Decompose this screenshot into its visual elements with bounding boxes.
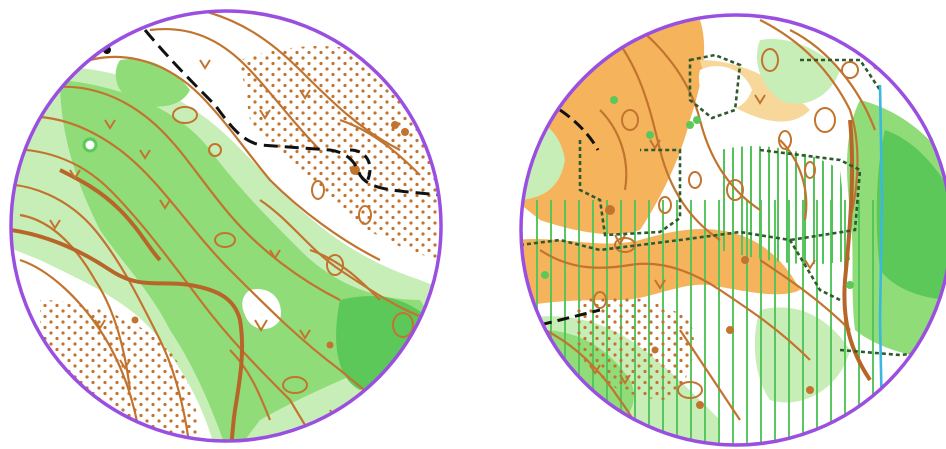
right-undergrowth-center xyxy=(720,146,850,265)
right-vegetation-east-dark xyxy=(876,130,946,300)
left-dot-knolls xyxy=(131,121,409,349)
right-green-point-features xyxy=(541,96,854,289)
left-green-vegetation-dark xyxy=(336,296,430,390)
left-knolls xyxy=(172,106,414,394)
right-stream xyxy=(878,84,884,421)
left-track xyxy=(143,29,441,197)
left-contour-lines xyxy=(11,11,431,441)
left-track-branch xyxy=(349,148,372,186)
left-map xyxy=(9,9,443,443)
left-green-patch-upper xyxy=(115,59,190,107)
right-track-north xyxy=(559,108,600,151)
right-track xyxy=(539,308,601,327)
left-spring-icon xyxy=(82,137,98,153)
right-vegetation-boundaries xyxy=(521,53,946,357)
left-white-clearing xyxy=(242,289,281,330)
left-circle-frame xyxy=(9,9,443,443)
right-circle-frame xyxy=(519,13,946,447)
right-rocky-ground xyxy=(574,296,694,400)
right-knolls xyxy=(593,48,859,399)
right-dot-knolls xyxy=(605,205,814,409)
left-depressions xyxy=(49,59,341,420)
right-map xyxy=(519,13,946,447)
